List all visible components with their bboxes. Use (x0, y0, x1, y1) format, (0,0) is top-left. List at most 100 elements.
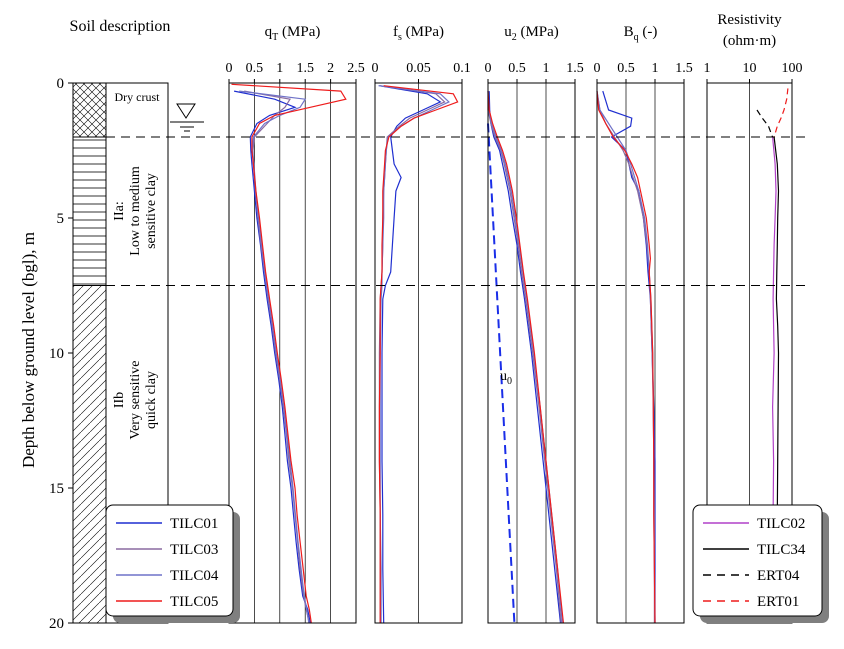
panel-title: qT (MPa) (265, 24, 321, 43)
x-tick-label: 0.5 (617, 61, 635, 76)
x-tick-label: 100 (782, 61, 803, 76)
res-legend-label-ert04: ERT04 (757, 568, 800, 584)
x-tick-label: 1 (704, 61, 711, 76)
cptu-legend-label-tilc04: TILC04 (170, 568, 219, 584)
series-u2-tilc01 (488, 91, 562, 624)
panel-title: u2 (MPa) (504, 24, 559, 43)
cptu-legend-label-tilc05: TILC05 (170, 594, 218, 610)
x-tick-label: 1.5 (675, 61, 693, 76)
u0-label-main: u (500, 369, 507, 384)
series-qt-tilc04 (239, 90, 310, 624)
x-tick-label: 0 (485, 61, 492, 76)
series-fs-tilc01 (379, 85, 442, 624)
layer-label-iia-line1: IIa: (112, 201, 127, 220)
water-table-icon (170, 103, 204, 132)
series-u2-tilc03 (487, 91, 562, 624)
panel-title-sub: q (634, 32, 639, 43)
panel-bq: 0 0.5 1 1.5 Bq (-) (594, 24, 693, 624)
layer-iia-hatch (72, 136, 107, 286)
y-tick-label: 0 (57, 76, 65, 92)
layer-label-iib-line1: IIb (112, 392, 127, 408)
x-tick-label: 10 (743, 61, 757, 76)
resistivity-legend: TILC02 TILC34 ERT04 ERT01 (692, 504, 829, 623)
panel-title-main: f (393, 24, 398, 40)
series-res-ert04 (756, 109, 774, 138)
y-tick-label: 20 (49, 616, 64, 632)
panel-title-unit: (MPa) (402, 24, 444, 40)
panel-title-main: B (624, 24, 634, 40)
series-fs-tilc03 (378, 85, 446, 623)
panel-frame (374, 82, 463, 624)
x-tick-label: 2.5 (347, 61, 365, 76)
panel-title-unit: (MPa) (278, 24, 320, 40)
panel-title-unit: (MPa) (517, 24, 559, 40)
soil-column: Dry crust IIa: Low to medium sensitive c… (72, 82, 204, 624)
res-legend-label-tilc34: TILC34 (757, 542, 806, 558)
x-tick-label: 0.5 (508, 61, 526, 76)
panels: 0 0.5 1 1.5 2 2.5qT (MPa)0 0.05 0.1fs (MPa)0 0.5… (226, 12, 803, 624)
panel-title: Resistivity (717, 12, 782, 28)
series-bq-tilc01 (602, 90, 656, 623)
panel-frame (228, 82, 357, 624)
panel-title-main: q (265, 24, 273, 40)
res-legend-label-ert01: ERT01 (757, 594, 799, 610)
cptu-legend-label-tilc01: TILC01 (170, 516, 218, 532)
x-tick-label: 0.1 (453, 61, 471, 76)
res-legend-label-tilc02: TILC02 (757, 516, 805, 532)
panel-title-unit: (-) (639, 24, 658, 40)
layer-label-iib-line2: Very sensitive (128, 361, 143, 440)
panel-title: Bq (-) (624, 24, 658, 43)
series-bq-tilc05 (596, 91, 656, 624)
x-tick-label: 2 (327, 61, 334, 76)
layer-label-iia-line3: sensitive clay (144, 173, 159, 249)
cptu-legend-label-tilc03: TILC03 (170, 542, 218, 558)
panel-title: fs (MPa) (393, 24, 444, 43)
x-tick-label: 0.05 (406, 61, 431, 76)
series-u2-tilc04 (487, 91, 563, 624)
panel-u2: 0 0.5 1 1.5u2 (MPa)u0 (485, 24, 584, 624)
layer-label-iib: IIb Very sensitive quick clay (112, 361, 159, 440)
panel-title-main: u (504, 24, 512, 40)
x-tick-label: 1 (543, 61, 550, 76)
panel-fs: 0 0.05 0.1 fs (MPa) (372, 24, 471, 624)
x-tick-label: 0 (226, 61, 233, 76)
x-tick-label: 0 (594, 61, 601, 76)
layer-label-dry-crust: Dry crust (115, 90, 161, 104)
layer-dry-crust-hatch (72, 82, 107, 138)
panel-frame (596, 82, 685, 624)
series-u2-tilc05 (487, 91, 564, 624)
y-axis-label: Depth below ground level (bgl), m (19, 232, 38, 468)
layer-iib-hatch (72, 285, 107, 624)
u0-label-sub: 0 (507, 376, 512, 387)
x-tick-label: 1.5 (566, 61, 584, 76)
panel-title-sub: s (398, 32, 402, 43)
y-tick-label: 15 (49, 481, 64, 497)
y-tick-label: 10 (49, 346, 64, 362)
panel-frame (487, 82, 576, 624)
layer-label-iia: IIa: Low to medium sensitive clay (112, 166, 159, 256)
y-tick-label: 5 (57, 211, 65, 227)
series-fs-tilc04 (378, 85, 450, 623)
layer-label-iia-line2: Low to medium (128, 166, 143, 256)
panel-title-sub: 2 (512, 32, 517, 43)
series-qt-tilc05 (231, 83, 347, 624)
panel-qt: 0 0.5 1 1.5 2 2.5 qT (MPa) (226, 24, 365, 624)
u0-label: u0 (500, 369, 512, 387)
x-tick-label: 1.5 (296, 61, 314, 76)
series-fs-tilc05 (378, 85, 459, 623)
panel-title-sub: T (272, 32, 278, 43)
soil-column-title: Soil description (70, 18, 171, 35)
cptu-legend-box (105, 504, 234, 617)
cptu-legend: TILC01 TILC03 TILC04 TILC05 (105, 504, 240, 623)
res-legend-box (692, 504, 823, 617)
x-tick-label: 0 (372, 61, 379, 76)
x-tick-label: 1 (652, 61, 659, 76)
x-tick-label: 0.5 (246, 61, 264, 76)
series-qt-tilc01 (233, 90, 311, 624)
panel-title-unit: (ohm·m) (723, 33, 776, 49)
series-res-ert01 (773, 88, 789, 138)
y-ticks: 0 5 10 15 20 (49, 76, 73, 632)
layer-boundaries (106, 136, 805, 286)
x-tick-label: 1 (276, 61, 283, 76)
